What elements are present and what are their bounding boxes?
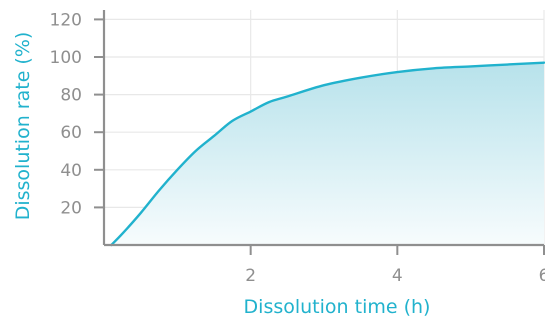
data-line — [110, 61, 545, 247]
axis-layer — [94, 10, 545, 255]
x-axis-label: Dissolution time (h) — [244, 296, 431, 318]
x-tick-label-6: 6 — [539, 266, 545, 286]
y-tick-label-20: 20 — [60, 198, 82, 218]
y-tick-label-40: 40 — [60, 161, 82, 181]
y-axis-label: Dissolution rate (%) — [12, 32, 34, 221]
y-tick-label-60: 60 — [60, 123, 82, 143]
y-tick-label-80: 80 — [60, 86, 82, 106]
y-tick-label-120: 120 — [50, 10, 82, 30]
x-tick-label-4: 4 — [392, 266, 403, 286]
tick-layer: 20 40 60 80 100 120 2 4 6 — [50, 10, 545, 286]
x-tick-label-2: 2 — [245, 266, 256, 286]
data-area — [111, 62, 544, 245]
y-tick-label-100: 100 — [50, 48, 82, 68]
